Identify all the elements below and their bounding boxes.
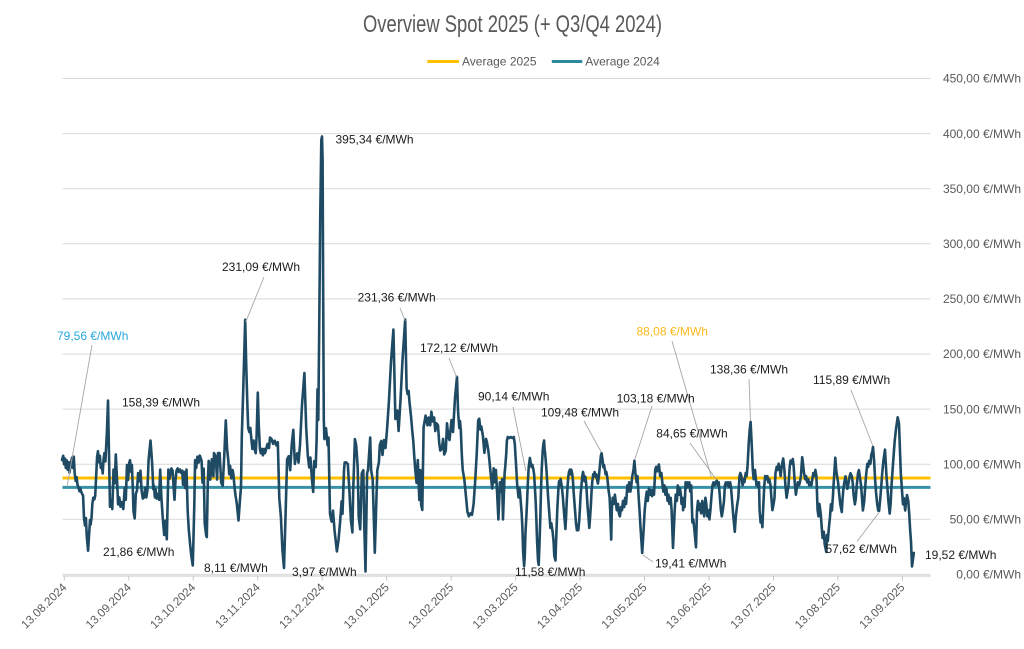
svg-text:231,09 €/MWh: 231,09 €/MWh	[222, 260, 300, 274]
svg-text:250,00 €/MWh: 250,00 €/MWh	[943, 292, 1021, 306]
svg-text:84,65 €/MWh: 84,65 €/MWh	[656, 426, 727, 440]
svg-text:Average 2024: Average 2024	[585, 55, 660, 69]
svg-text:400,00 €/MWh: 400,00 €/MWh	[943, 127, 1021, 141]
svg-text:103,18 €/MWh: 103,18 €/MWh	[617, 391, 695, 405]
svg-text:8,11 €/MWh: 8,11 €/MWh	[204, 561, 268, 575]
svg-text:57,62 €/MWh: 57,62 €/MWh	[826, 542, 897, 556]
svg-text:450,00 €/MWh: 450,00 €/MWh	[943, 72, 1021, 86]
svg-text:231,36 €/MWh: 231,36 €/MWh	[358, 290, 436, 304]
svg-text:50,00 €/MWh: 50,00 €/MWh	[950, 513, 1021, 527]
svg-text:11,58 €/MWh: 11,58 €/MWh	[515, 565, 585, 579]
svg-text:Overview Spot 2025 (+ Q3/Q4 20: Overview Spot 2025 (+ Q3/Q4 2024)	[363, 11, 662, 38]
svg-text:158,39 €/MWh: 158,39 €/MWh	[122, 395, 200, 409]
svg-text:115,89 €/MWh: 115,89 €/MWh	[813, 373, 890, 387]
svg-text:172,12 €/MWh: 172,12 €/MWh	[420, 341, 498, 355]
svg-text:395,34 €/MWh: 395,34 €/MWh	[336, 132, 414, 146]
svg-text:21,86 €/MWh: 21,86 €/MWh	[103, 545, 174, 559]
svg-text:100,00 €/MWh: 100,00 €/MWh	[943, 457, 1021, 471]
svg-text:350,00 €/MWh: 350,00 €/MWh	[943, 182, 1021, 196]
svg-text:300,00 €/MWh: 300,00 €/MWh	[943, 237, 1021, 251]
svg-text:19,52 €/MWh: 19,52 €/MWh	[925, 548, 996, 562]
svg-text:3,97 €/MWh: 3,97 €/MWh	[292, 565, 357, 579]
svg-text:109,48 €/MWh: 109,48 €/MWh	[541, 405, 619, 419]
svg-text:88,08 €/MWh: 88,08 €/MWh	[637, 325, 708, 339]
svg-text:150,00 €/MWh: 150,00 €/MWh	[943, 402, 1021, 416]
svg-text:Average 2025: Average 2025	[462, 55, 537, 69]
svg-text:79,56 €/MWh: 79,56 €/MWh	[57, 329, 128, 343]
svg-text:0,00 €/MWh: 0,00 €/MWh	[956, 568, 1021, 582]
svg-text:90,14 €/MWh: 90,14 €/MWh	[478, 390, 549, 404]
svg-text:138,36 €/MWh: 138,36 €/MWh	[710, 362, 788, 376]
svg-text:19,41 €/MWh: 19,41 €/MWh	[655, 556, 726, 570]
svg-text:200,00 €/MWh: 200,00 €/MWh	[943, 347, 1021, 361]
